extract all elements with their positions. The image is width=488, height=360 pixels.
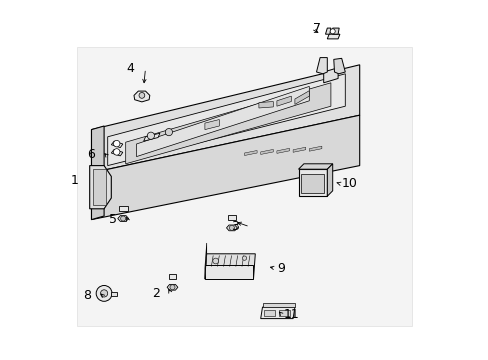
Polygon shape [332, 28, 339, 34]
Polygon shape [262, 303, 294, 307]
Circle shape [101, 290, 107, 297]
Polygon shape [309, 146, 321, 151]
Polygon shape [204, 265, 253, 279]
Circle shape [165, 129, 172, 136]
Text: 9: 9 [276, 262, 284, 275]
Polygon shape [111, 149, 122, 156]
Text: 1: 1 [71, 174, 79, 186]
Circle shape [96, 285, 112, 301]
Polygon shape [77, 47, 411, 326]
Polygon shape [258, 102, 273, 108]
Circle shape [242, 256, 246, 260]
Polygon shape [91, 126, 104, 220]
Polygon shape [325, 28, 330, 34]
Polygon shape [316, 58, 326, 74]
Polygon shape [260, 307, 294, 319]
Circle shape [121, 216, 125, 221]
Polygon shape [326, 34, 339, 39]
Text: 3: 3 [231, 220, 239, 233]
Polygon shape [73, 7, 415, 328]
Bar [278, 310, 289, 316]
Polygon shape [298, 169, 326, 196]
Polygon shape [298, 164, 332, 169]
Text: 7: 7 [312, 22, 320, 35]
Polygon shape [119, 206, 127, 211]
Circle shape [170, 285, 175, 290]
Polygon shape [136, 86, 309, 157]
Circle shape [113, 149, 120, 155]
Polygon shape [204, 254, 255, 279]
Polygon shape [93, 169, 106, 205]
Bar [264, 310, 275, 316]
Text: 5: 5 [108, 213, 117, 226]
Polygon shape [276, 96, 291, 106]
Polygon shape [260, 149, 273, 154]
Polygon shape [323, 68, 337, 83]
Text: 2: 2 [152, 287, 160, 300]
Text: 6: 6 [87, 148, 95, 161]
Polygon shape [226, 225, 237, 231]
Polygon shape [91, 65, 359, 173]
Bar [301, 174, 324, 193]
Circle shape [139, 93, 144, 98]
Polygon shape [326, 164, 332, 196]
Polygon shape [204, 120, 219, 130]
Polygon shape [91, 115, 359, 220]
Polygon shape [111, 141, 122, 148]
Polygon shape [134, 91, 149, 102]
Text: 11: 11 [284, 309, 299, 321]
Polygon shape [294, 91, 309, 104]
Polygon shape [167, 284, 178, 290]
Circle shape [329, 29, 335, 34]
Polygon shape [168, 274, 176, 279]
Polygon shape [110, 292, 117, 296]
Polygon shape [107, 74, 345, 166]
Polygon shape [227, 215, 235, 220]
Text: 8: 8 [83, 289, 91, 302]
Polygon shape [244, 150, 257, 156]
Circle shape [229, 225, 234, 230]
Text: 10: 10 [341, 177, 357, 190]
Circle shape [113, 140, 120, 147]
Polygon shape [143, 133, 160, 141]
Polygon shape [125, 83, 330, 164]
Polygon shape [89, 166, 111, 209]
Circle shape [147, 132, 154, 139]
Polygon shape [333, 58, 345, 74]
Text: 4: 4 [126, 62, 134, 75]
Polygon shape [276, 148, 289, 153]
Polygon shape [118, 216, 128, 221]
Polygon shape [204, 243, 206, 279]
Polygon shape [292, 147, 305, 152]
Circle shape [212, 258, 218, 264]
